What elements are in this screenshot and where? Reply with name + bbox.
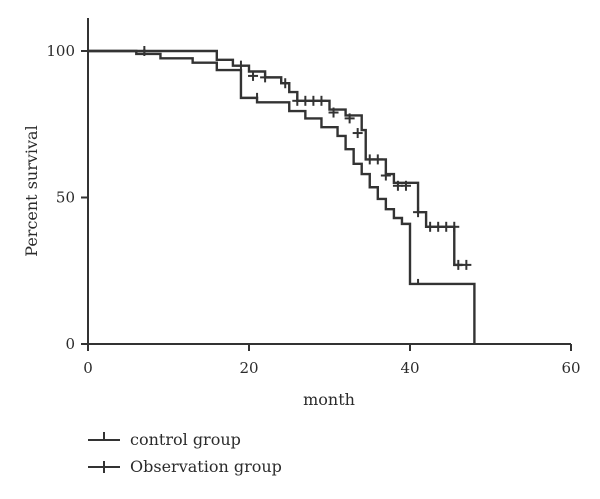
y-tick-label: 50 [56,189,75,207]
y-axis-title: Percent survival [22,125,41,256]
x-axis-title: month [303,390,355,409]
survival-line-control [88,49,476,344]
y-tick-label: 100 [46,42,75,60]
x-tick-label: 0 [83,359,93,377]
survival-curves [88,46,476,344]
x-tick-label: 40 [400,359,419,377]
legend-label: Observation group [130,457,282,476]
axes [87,18,571,345]
x-tick-label: 20 [239,359,258,377]
ticks: 0 20 40 60 0 50 100 [46,42,580,377]
survival-line-observation [88,49,463,267]
x-tick-label: 60 [561,359,580,377]
y-tick-label: 0 [65,335,75,353]
legend-label: control group [130,430,241,449]
legend: control group Observation group [88,430,282,476]
